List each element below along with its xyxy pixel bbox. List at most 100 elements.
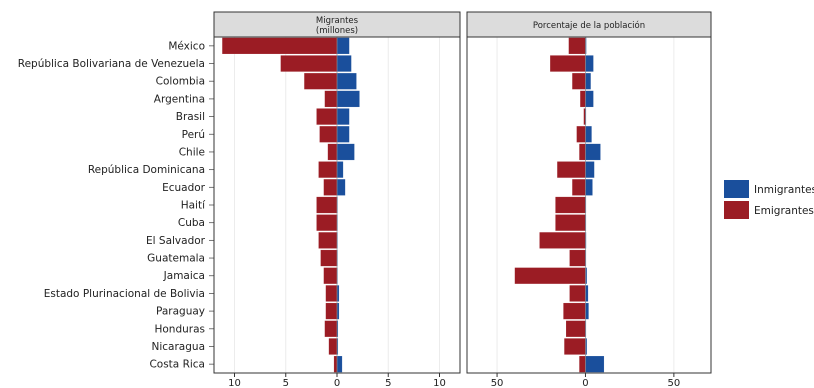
bar-inmigrantes-estado-plurinacional-de-bolivia: [336, 285, 340, 302]
legend: Inmigrantes Emigrantes: [724, 180, 814, 219]
panel-title: Migrantes: [316, 16, 359, 26]
category-label-ecuador: Ecuador: [162, 182, 206, 194]
panel-migrantes: Migrantes(millones) 10 5 0 5 10: [213, 11, 461, 388]
bar-inmigrantes-argentina: [585, 90, 594, 108]
bar-emigrantes-guatemala: [569, 249, 586, 267]
x-tick-label: 5: [385, 378, 391, 388]
bar-inmigrantes-costa-rica: [585, 355, 605, 373]
bar-inmigrantes-chile: [585, 143, 601, 161]
category-label-jamaica: Jamaica: [163, 270, 205, 282]
category-label-nicaragua: Nicaragua: [152, 341, 205, 353]
category-label-estado-plurinacional-de-bolivia: Estado Plurinacional de Bolivia: [44, 288, 205, 300]
bar-inmigrantes-republica-dominicana: [585, 161, 595, 178]
bar-inmigrantes-colombia: [336, 72, 357, 90]
bar-inmigrantes-paraguay: [336, 302, 340, 320]
bar-emigrantes-nicaragua: [328, 338, 338, 355]
panel-subtitle: (millones): [316, 26, 358, 36]
bar-emigrantes-republica-bolivariana-de-venezuela: [549, 55, 586, 72]
bar-emigrantes-estado-plurinacional-de-bolivia: [325, 285, 338, 302]
x-tick-label: 5: [283, 378, 289, 388]
bar-emigrantes-el-salvador: [318, 232, 338, 249]
bar-inmigrantes-costa-rica: [336, 355, 343, 373]
legend-label-inmigrantes: Inmigrantes: [754, 184, 814, 196]
bar-inmigrantes-brasil: [336, 108, 350, 125]
bar-emigrantes-costa-rica: [579, 355, 586, 373]
panel-border: [466, 36, 712, 374]
bar-emigrantes-el-salvador: [539, 232, 586, 249]
bar-emigrantes-peru: [576, 125, 586, 143]
bar-emigrantes-colombia: [304, 72, 338, 90]
bar-inmigrantes-ecuador: [585, 178, 593, 196]
x-tick-label: 50: [491, 378, 504, 388]
bar-emigrantes-estado-plurinacional-de-bolivia: [569, 285, 586, 302]
panel-header: [466, 11, 712, 38]
bar-emigrantes-honduras: [324, 320, 338, 338]
bar-emigrantes-paraguay: [563, 302, 586, 320]
bar-inmigrantes-paraguay: [585, 302, 589, 320]
category-label-guatemala: Guatemala: [147, 253, 205, 265]
bar-emigrantes-mexico: [568, 37, 586, 55]
panel-title: Porcentaje de la población: [533, 20, 645, 31]
bar-inmigrantes-colombia: [585, 72, 591, 90]
bar-emigrantes-republica-bolivariana-de-venezuela: [280, 55, 338, 72]
category-label-mexico: México: [168, 40, 205, 52]
category-label-honduras: Honduras: [154, 323, 205, 335]
bar-emigrantes-jamaica: [323, 267, 338, 285]
bar-inmigrantes-republica-bolivariana-de-venezuela: [585, 55, 594, 72]
bar-emigrantes-guatemala: [320, 249, 338, 267]
category-label-cuba: Cuba: [178, 217, 205, 229]
category-label-argentina: Argentina: [154, 93, 205, 105]
bar-emigrantes-mexico: [221, 37, 338, 55]
category-label-chile: Chile: [179, 146, 205, 158]
bar-inmigrantes-argentina: [336, 90, 360, 108]
bar-emigrantes-republica-dominicana: [318, 161, 338, 178]
bar-inmigrantes-chile: [336, 143, 355, 161]
panel-header: [213, 11, 461, 38]
bar-inmigrantes-mexico: [336, 37, 350, 55]
bar-inmigrantes-republica-bolivariana-de-venezuela: [336, 55, 352, 72]
bar-emigrantes-cuba: [555, 214, 586, 232]
bar-emigrantes-argentina: [324, 90, 338, 108]
bar-emigrantes-chile: [579, 143, 586, 161]
bar-emigrantes-brasil: [316, 108, 338, 125]
x-tick-label: 0: [334, 378, 340, 388]
bar-inmigrantes-peru: [585, 125, 592, 143]
bar-emigrantes-chile: [327, 143, 338, 161]
category-label-brasil: Brasil: [176, 111, 205, 123]
bar-emigrantes-ecuador: [572, 178, 586, 196]
bar-emigrantes-cuba: [316, 214, 338, 232]
category-label-el-salvador: El Salvador: [146, 235, 206, 247]
bar-emigrantes-argentina: [579, 90, 586, 108]
x-tick-label: 10: [228, 378, 241, 388]
category-label-republica-bolivariana-de-venezuela: República Bolivariana de Venezuela: [18, 58, 205, 70]
category-label-haiti: Haití: [181, 200, 206, 212]
legend-label-emigrantes: Emigrantes: [754, 205, 814, 217]
panel-porcentaje: Porcentaje de la población 50 0 50: [466, 11, 712, 388]
legend-swatch-inmigrantes: [724, 180, 749, 198]
category-label-peru: Perú: [182, 129, 205, 141]
category-label-republica-dominicana: República Dominicana: [88, 164, 205, 176]
bar-emigrantes-republica-dominicana: [556, 161, 586, 178]
category-label-colombia: Colombia: [156, 76, 205, 88]
bar-inmigrantes-estado-plurinacional-de-bolivia: [585, 285, 589, 302]
bar-emigrantes-costa-rica: [333, 355, 338, 373]
bar-emigrantes-honduras: [565, 320, 586, 338]
bar-emigrantes-colombia: [572, 72, 586, 90]
x-tick-label: 50: [668, 378, 681, 388]
category-label-paraguay: Paraguay: [156, 306, 205, 318]
category-label-costa-rica: Costa Rica: [149, 359, 205, 371]
bar-emigrantes-haiti: [316, 196, 338, 214]
bar-emigrantes-ecuador: [323, 178, 338, 196]
bar-inmigrantes-republica-dominicana: [336, 161, 344, 178]
bar-emigrantes-paraguay: [325, 302, 338, 320]
bar-emigrantes-haiti: [555, 196, 586, 214]
bar-emigrantes-jamaica: [514, 267, 586, 285]
bar-emigrantes-peru: [319, 125, 338, 143]
bar-inmigrantes-ecuador: [336, 178, 346, 196]
bar-inmigrantes-peru: [336, 125, 350, 143]
bar-emigrantes-nicaragua: [564, 338, 586, 355]
category-labels: México República Bolivariana de Venezuela…: [18, 40, 214, 371]
legend-swatch-emigrantes: [724, 201, 749, 219]
x-tick-label: 10: [433, 378, 446, 388]
